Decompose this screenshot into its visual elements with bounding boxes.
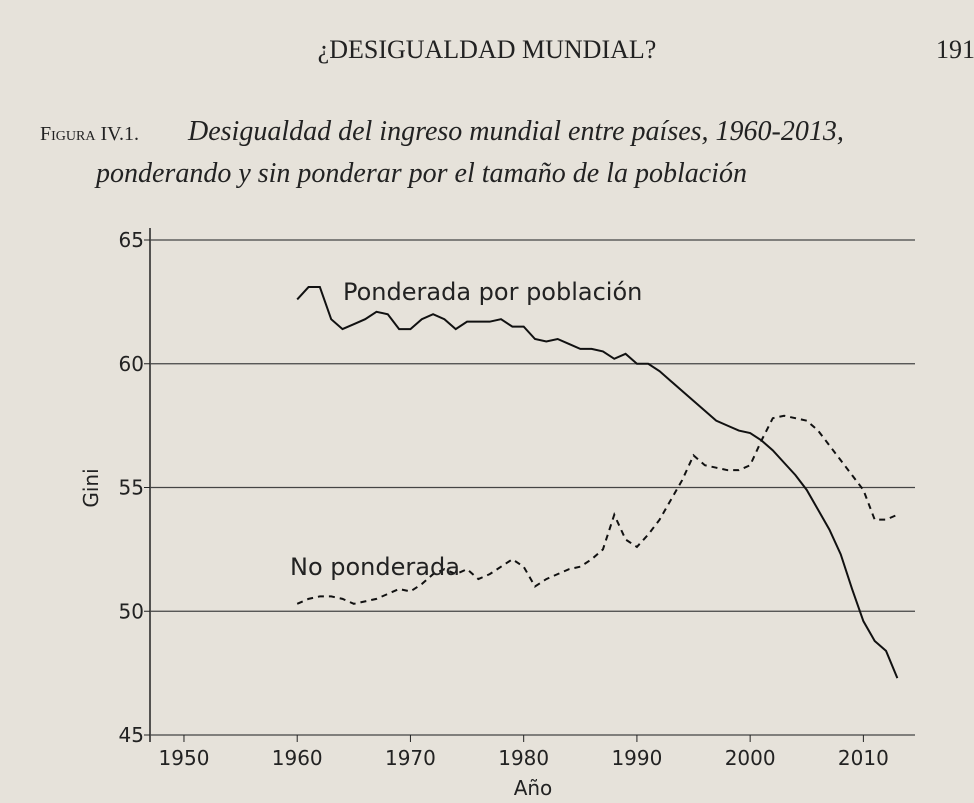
x-tick-label: 1970 xyxy=(385,746,436,770)
y-tick-label: 65 xyxy=(119,228,144,252)
y-tick-label: 50 xyxy=(119,599,144,623)
chart-title: ponderando y sin ponderar por el tamaño … xyxy=(94,158,747,189)
y-tick-label: 60 xyxy=(119,352,144,376)
running-head: ¿DESIGUALDAD MUNDIAL? xyxy=(318,35,657,64)
x-tick-label: 1960 xyxy=(272,746,323,770)
page-number: 191 xyxy=(936,35,974,64)
chart-title: Desigualdad del ingreso mundial entre pa… xyxy=(187,116,844,147)
line-series xyxy=(296,414,898,605)
x-tick-label: 2000 xyxy=(725,746,776,770)
y-axis-label: Gini xyxy=(79,468,103,507)
x-tick-label: 2010 xyxy=(838,746,889,770)
series-label: No ponderada xyxy=(290,553,460,581)
series-label: Ponderada por población xyxy=(343,278,642,306)
y-tick-label: 55 xyxy=(119,476,144,500)
x-axis-label: Año xyxy=(514,776,553,800)
y-tick-label: 45 xyxy=(119,723,144,747)
x-tick-label: 1990 xyxy=(611,746,662,770)
figure-label: Figura IV.1. xyxy=(40,123,139,145)
x-tick-label: 1950 xyxy=(159,746,210,770)
line-series xyxy=(296,286,899,679)
x-tick-label: 1980 xyxy=(498,746,549,770)
